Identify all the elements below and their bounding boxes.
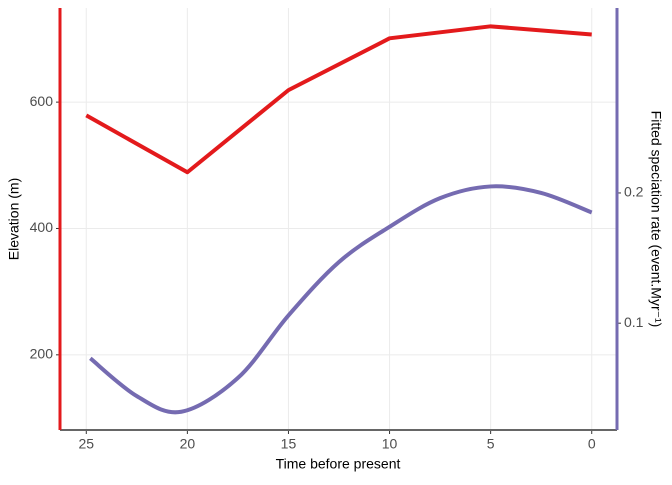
y2-tick-label: 0.2 — [624, 184, 644, 200]
y-tick-label: 200 — [30, 346, 54, 362]
y2-tick-label: 0.1 — [624, 314, 644, 330]
x-axis-label: Time before present — [276, 456, 401, 472]
y-tick-label: 600 — [30, 93, 54, 109]
line-series — [85, 24, 592, 175]
x-tick-label: 15 — [281, 436, 297, 452]
x-tick-label: 20 — [180, 436, 196, 452]
x-tick-label: 5 — [487, 436, 495, 452]
x-tick-label: 25 — [78, 436, 94, 452]
x-tick-label: 0 — [588, 436, 596, 452]
y2-axis-label: Fitted speciation rate (event.Myr⁻¹) — [648, 111, 664, 328]
x-tick-label: 10 — [382, 436, 398, 452]
y-tick-label: 400 — [30, 219, 54, 235]
line-series — [89, 184, 593, 415]
y-axis-label: Elevation (m) — [6, 178, 22, 260]
